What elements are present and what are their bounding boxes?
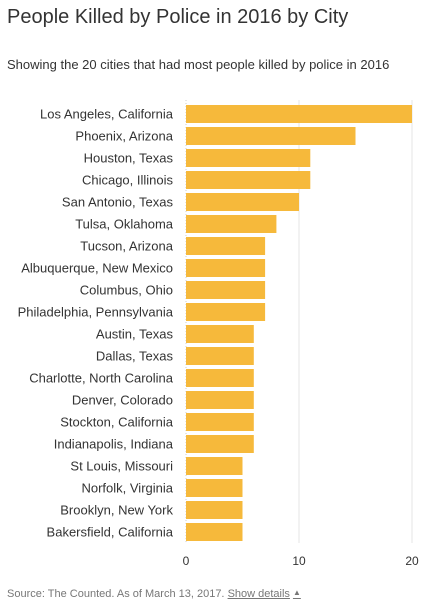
bar-17 bbox=[186, 479, 243, 497]
category-label-0: Los Angeles, California bbox=[40, 107, 174, 122]
show-details-label: Show details bbox=[227, 588, 290, 600]
category-label-17: Norfolk, Virginia bbox=[81, 481, 173, 496]
bar-2 bbox=[186, 149, 311, 167]
source-note: Source: The Counted. As of March 13, 201… bbox=[7, 588, 225, 600]
category-label-1: Phoenix, Arizona bbox=[75, 129, 173, 144]
category-label-4: San Antonio, Texas bbox=[62, 195, 174, 210]
category-label-7: Albuquerque, New Mexico bbox=[21, 261, 173, 276]
x-tick-label-2: 20 bbox=[405, 554, 419, 568]
bar-1 bbox=[186, 127, 356, 145]
category-label-5: Tulsa, Oklahoma bbox=[75, 217, 174, 232]
bar-3 bbox=[186, 171, 311, 189]
category-label-19: Bakersfield, California bbox=[47, 525, 174, 540]
category-label-9: Philadelphia, Pennsylvania bbox=[18, 305, 174, 320]
x-tick-label-0: 0 bbox=[183, 554, 190, 568]
x-tick-label-1: 10 bbox=[292, 554, 306, 568]
bar-4 bbox=[186, 193, 299, 211]
bar-9 bbox=[186, 303, 266, 321]
bar-0 bbox=[186, 105, 412, 123]
bar-10 bbox=[186, 325, 254, 343]
category-label-16: St Louis, Missouri bbox=[70, 459, 173, 474]
bar-7 bbox=[186, 259, 266, 277]
category-label-18: Brooklyn, New York bbox=[60, 503, 173, 518]
bar-12 bbox=[186, 369, 254, 387]
category-label-11: Dallas, Texas bbox=[96, 349, 174, 364]
bar-15 bbox=[186, 435, 254, 453]
category-label-14: Stockton, California bbox=[60, 415, 173, 430]
bar-19 bbox=[186, 523, 243, 541]
caret-up-icon: ▲ bbox=[292, 588, 301, 597]
bar-14 bbox=[186, 413, 254, 431]
bar-5 bbox=[186, 215, 277, 233]
bar-chart: Los Angeles, California Phoenix, Arizona H… bbox=[18, 100, 419, 568]
category-label-13: Denver, Colorado bbox=[72, 393, 173, 408]
show-details-link[interactable]: Show details ▲ bbox=[228, 588, 301, 600]
chart-subtitle: Showing the 20 cities that had most peop… bbox=[7, 57, 390, 72]
category-label-6: Tucson, Arizona bbox=[80, 239, 174, 254]
bar-18 bbox=[186, 501, 243, 519]
category-label-12: Charlotte, North Carolina bbox=[29, 371, 174, 386]
bar-6 bbox=[186, 237, 266, 255]
bar-16 bbox=[186, 457, 243, 475]
category-label-15: Indianapolis, Indiana bbox=[54, 437, 174, 452]
bar-8 bbox=[186, 281, 266, 299]
bar-13 bbox=[186, 391, 254, 409]
footer: Source: The Counted. As of March 13, 201… bbox=[7, 588, 301, 600]
category-label-2: Houston, Texas bbox=[84, 151, 174, 166]
bar-11 bbox=[186, 347, 254, 365]
chart-title: People Killed by Police in 2016 by City bbox=[7, 6, 349, 28]
category-label-3: Chicago, Illinois bbox=[82, 173, 174, 188]
category-label-8: Columbus, Ohio bbox=[80, 283, 173, 298]
category-label-10: Austin, Texas bbox=[96, 327, 174, 342]
